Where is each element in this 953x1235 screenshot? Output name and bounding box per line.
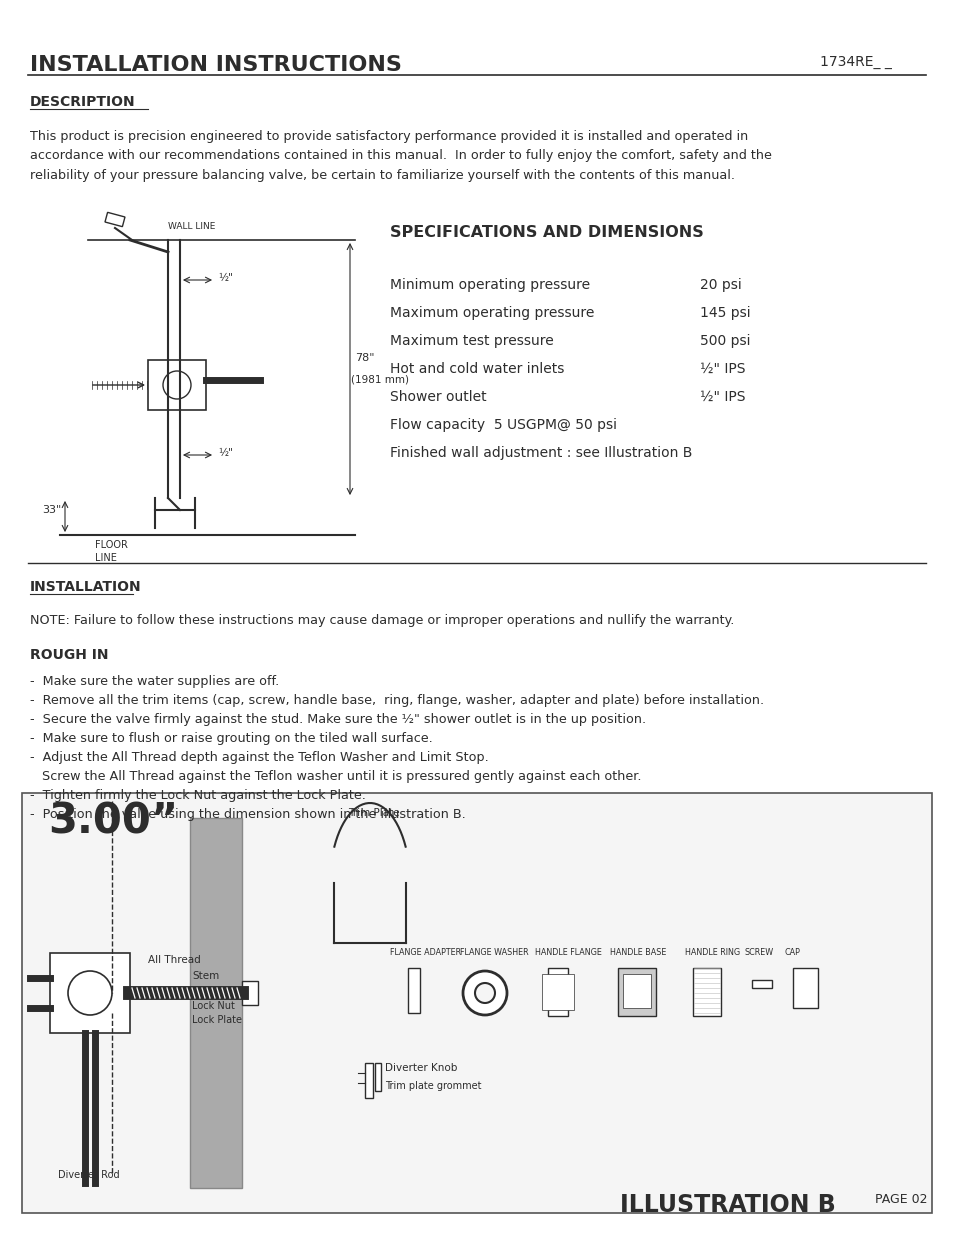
Text: 33": 33" <box>42 505 61 515</box>
Text: SPECIFICATIONS AND DIMENSIONS: SPECIFICATIONS AND DIMENSIONS <box>390 225 703 240</box>
Text: ½" IPS: ½" IPS <box>700 362 744 375</box>
Text: All Thread: All Thread <box>148 955 200 965</box>
Text: SCREW: SCREW <box>744 948 773 957</box>
Text: -  Remove all the trim items (cap, screw, handle base,  ring, flange, washer, ad: - Remove all the trim items (cap, screw,… <box>30 694 763 706</box>
Circle shape <box>475 983 495 1003</box>
Bar <box>547 968 567 1016</box>
Bar <box>751 981 771 988</box>
Text: -  Adjust the All Thread depth against the Teflon Washer and Limit Stop.: - Adjust the All Thread depth against th… <box>30 751 488 764</box>
Text: Maximum test pressure: Maximum test pressure <box>390 333 553 348</box>
Bar <box>408 968 419 1013</box>
Text: INSTALLATION INSTRUCTIONS: INSTALLATION INSTRUCTIONS <box>30 56 401 75</box>
Text: (1981 mm): (1981 mm) <box>351 374 409 384</box>
Text: -  Make sure the water supplies are off.: - Make sure the water supplies are off. <box>30 676 279 688</box>
Text: Diverter Rod: Diverter Rod <box>58 1170 119 1179</box>
Text: PAGE 02: PAGE 02 <box>874 1193 926 1207</box>
Bar <box>190 818 242 1188</box>
Text: 3.00”: 3.00” <box>48 802 178 844</box>
Text: Maximum operating pressure: Maximum operating pressure <box>390 306 594 320</box>
Bar <box>541 974 574 1010</box>
Text: WALL LINE: WALL LINE <box>168 222 215 231</box>
Text: 20 psi: 20 psi <box>700 278 741 291</box>
Text: Flow capacity  5 USGPM@ 50 psi: Flow capacity 5 USGPM@ 50 psi <box>390 417 617 432</box>
Text: Trim plate grommet: Trim plate grommet <box>385 1081 481 1091</box>
Bar <box>148 359 206 410</box>
Bar <box>50 953 130 1032</box>
Text: HANDLE FLANGE: HANDLE FLANGE <box>535 948 601 957</box>
Bar <box>692 968 720 1016</box>
Bar <box>622 974 650 1008</box>
Text: -  Position the valve using the dimension shown in the illustration B.: - Position the valve using the dimension… <box>30 808 465 821</box>
Bar <box>365 1063 373 1098</box>
Text: LINE: LINE <box>95 553 117 563</box>
Bar <box>105 212 125 227</box>
Text: NOTE: Failure to follow these instructions may cause damage or improper operatio: NOTE: Failure to follow these instructio… <box>30 614 734 627</box>
Text: 500 psi: 500 psi <box>700 333 750 348</box>
Bar <box>242 981 257 1005</box>
Circle shape <box>68 971 112 1015</box>
Text: FLOOR: FLOOR <box>95 540 128 550</box>
Circle shape <box>462 971 506 1015</box>
Bar <box>618 968 656 1016</box>
Text: 78": 78" <box>355 353 375 363</box>
Text: -  Make sure to flush or raise grouting on the tiled wall surface.: - Make sure to flush or raise grouting o… <box>30 732 433 745</box>
Text: -  Tighten firmly the Lock Nut against the Lock Plate.: - Tighten firmly the Lock Nut against th… <box>30 789 366 802</box>
Text: ½": ½" <box>218 448 233 458</box>
Text: FLANGE ADAPTER: FLANGE ADAPTER <box>390 948 460 957</box>
Text: Lock Nut: Lock Nut <box>192 1002 234 1011</box>
Text: This product is precision engineered to provide satisfactory performance provide: This product is precision engineered to … <box>30 130 771 182</box>
Bar <box>375 1063 380 1091</box>
Text: 1734RE_ _: 1734RE_ _ <box>820 56 891 69</box>
Circle shape <box>163 370 191 399</box>
Bar <box>22 793 931 1213</box>
Text: ILLUSTRATION B: ILLUSTRATION B <box>619 1193 835 1216</box>
Text: ½" IPS: ½" IPS <box>700 390 744 404</box>
Text: Diverter Knob: Diverter Knob <box>385 1063 456 1073</box>
Text: CAP: CAP <box>784 948 800 957</box>
Text: Trim Plate: Trim Plate <box>348 808 399 818</box>
Text: Finished wall adjustment : see Illustration B: Finished wall adjustment : see Illustrat… <box>390 446 692 459</box>
Text: Stem: Stem <box>192 971 219 981</box>
Text: 145 psi: 145 psi <box>700 306 750 320</box>
Text: Shower outlet: Shower outlet <box>390 390 486 404</box>
Text: INSTALLATION: INSTALLATION <box>30 580 141 594</box>
Text: ½": ½" <box>218 273 233 283</box>
Text: DESCRIPTION: DESCRIPTION <box>30 95 135 109</box>
Text: Screw the All Thread against the Teflon washer until it is pressured gently agai: Screw the All Thread against the Teflon … <box>42 769 640 783</box>
Bar <box>792 968 817 1008</box>
Text: Minimum operating pressure: Minimum operating pressure <box>390 278 590 291</box>
Text: Lock Plate: Lock Plate <box>192 1015 242 1025</box>
Text: Hot and cold water inlets: Hot and cold water inlets <box>390 362 564 375</box>
Text: FLANGE WASHER: FLANGE WASHER <box>459 948 528 957</box>
Text: ROUGH IN: ROUGH IN <box>30 648 109 662</box>
Text: HANDLE RING: HANDLE RING <box>684 948 740 957</box>
Text: -  Secure the valve firmly against the stud. Make sure the ½" shower outlet is i: - Secure the valve firmly against the st… <box>30 713 645 726</box>
Text: HANDLE BASE: HANDLE BASE <box>609 948 666 957</box>
